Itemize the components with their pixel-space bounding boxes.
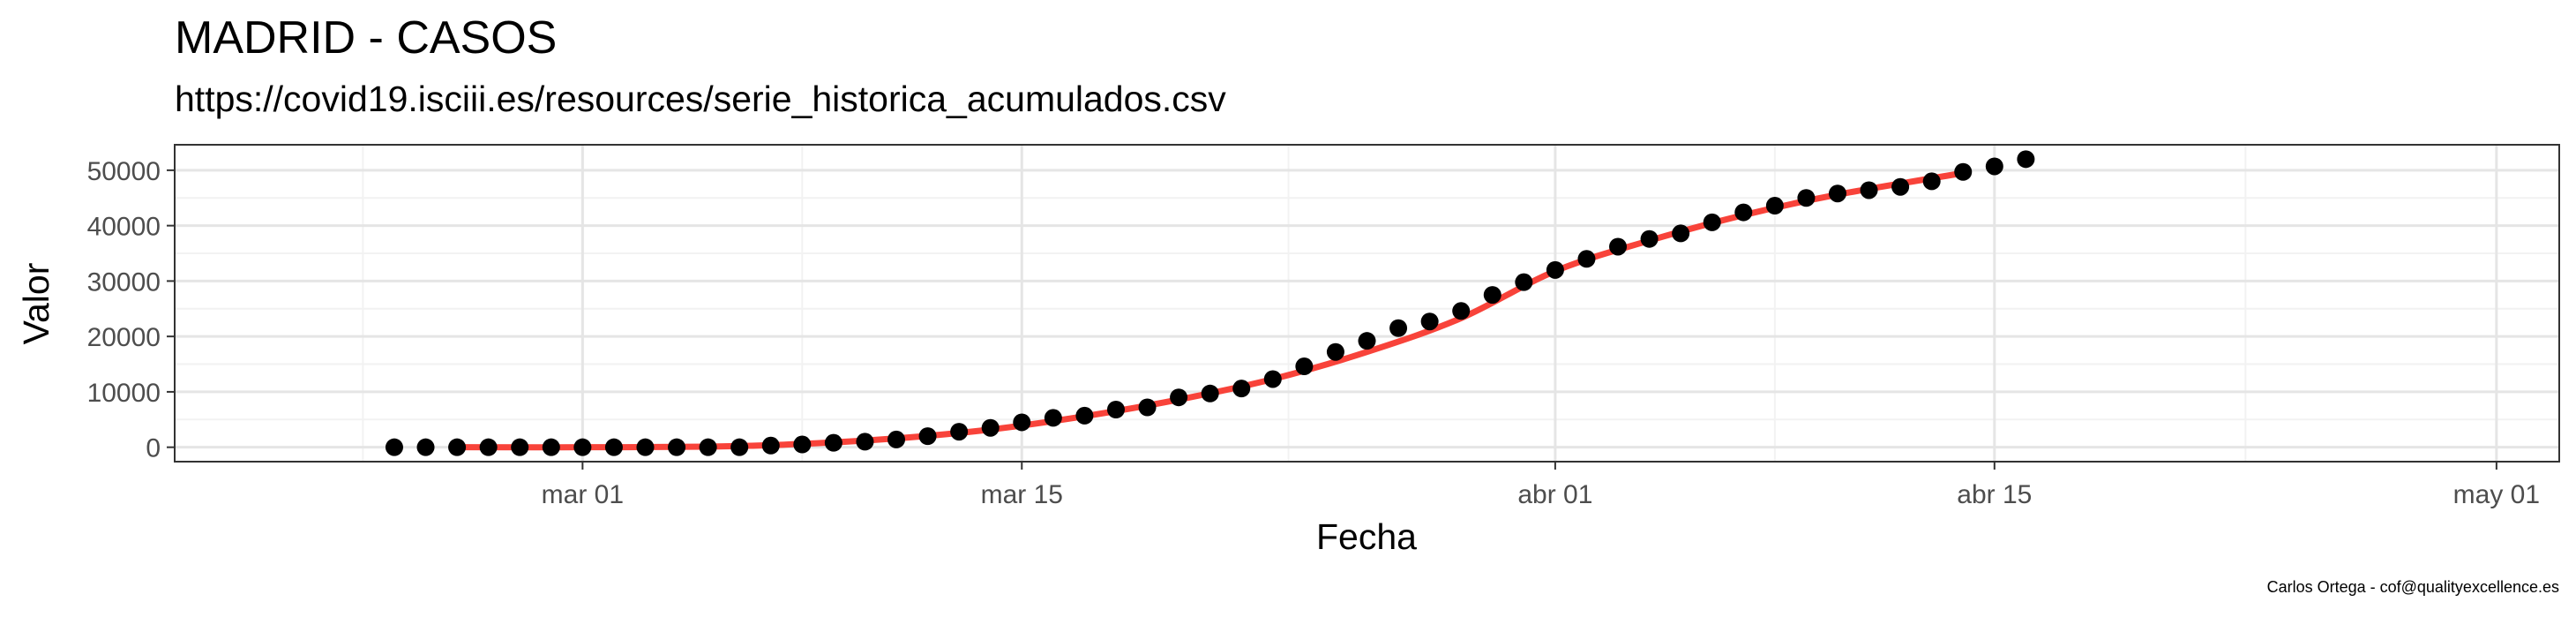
y-tick-label: 0 xyxy=(146,434,161,463)
data-point xyxy=(1201,384,1219,403)
data-point xyxy=(668,438,686,456)
data-point xyxy=(1138,398,1157,417)
y-tick-label: 20000 xyxy=(87,323,161,352)
data-point xyxy=(730,438,749,456)
data-point xyxy=(1577,250,1596,268)
data-point xyxy=(1295,357,1314,376)
x-tick-label: may 01 xyxy=(2453,480,2540,509)
x-axis: mar 01 mar 15 abr 01 abr 15 may 01 xyxy=(542,462,2540,509)
data-point xyxy=(1703,213,1721,231)
data-point xyxy=(511,438,529,456)
data-point xyxy=(1672,224,1690,243)
data-point xyxy=(918,427,937,446)
data-point xyxy=(1985,157,2003,176)
panel-border xyxy=(174,144,2560,463)
data-point xyxy=(1106,401,1125,419)
data-point xyxy=(1232,380,1251,398)
data-point xyxy=(636,438,655,456)
chart-title: MADRID - CASOS xyxy=(175,12,557,64)
data-point xyxy=(1013,413,1031,432)
data-point xyxy=(1797,189,1816,207)
data-point xyxy=(1326,342,1344,361)
data-point xyxy=(604,438,623,456)
x-tick-label: mar 01 xyxy=(542,480,624,509)
x-tick-label: mar 15 xyxy=(981,480,1063,509)
data-point xyxy=(887,430,906,448)
data-point xyxy=(1263,370,1282,388)
points-layer xyxy=(385,150,2035,456)
chart-subtitle: https://covid19.isciii.es/resources/seri… xyxy=(175,79,1226,119)
data-point xyxy=(856,433,874,451)
data-point xyxy=(981,418,1000,437)
data-point xyxy=(1922,172,1941,191)
data-point xyxy=(1389,319,1408,337)
data-point xyxy=(542,438,560,456)
data-point xyxy=(448,438,467,456)
data-point xyxy=(761,436,780,455)
y-axis-title: Valor xyxy=(16,263,56,345)
data-point xyxy=(1452,302,1471,320)
data-point xyxy=(1358,332,1376,350)
grid-minor xyxy=(175,145,2559,462)
data-point xyxy=(2017,150,2035,169)
data-point xyxy=(950,423,969,441)
data-point xyxy=(1515,273,1533,291)
caption: Carlos Ortega - cof@qualityexcellence.es xyxy=(2267,578,2559,596)
data-point xyxy=(573,438,592,456)
data-point xyxy=(1891,177,1910,196)
data-point xyxy=(479,438,498,456)
data-point xyxy=(824,433,842,452)
y-axis: 0 10000 20000 30000 40000 50000 xyxy=(87,157,175,463)
data-point xyxy=(1420,312,1439,331)
y-tick-label: 10000 xyxy=(87,379,161,408)
data-point xyxy=(1640,229,1659,248)
data-point xyxy=(416,438,435,456)
data-point xyxy=(385,438,403,456)
x-tick-label: abr 15 xyxy=(1957,480,2032,509)
data-point xyxy=(1765,197,1784,215)
data-point xyxy=(1828,184,1846,203)
x-tick-label: abr 01 xyxy=(1517,480,1592,509)
y-tick-label: 40000 xyxy=(87,213,161,242)
data-point xyxy=(1954,162,1973,181)
data-point xyxy=(1546,260,1564,279)
data-point xyxy=(793,435,812,454)
data-point xyxy=(699,438,717,456)
data-point xyxy=(1860,181,1878,199)
data-point xyxy=(1044,409,1062,427)
data-point xyxy=(1483,286,1501,305)
plot-panel xyxy=(175,145,2559,462)
y-tick-label: 30000 xyxy=(87,267,161,297)
data-point xyxy=(1075,406,1094,425)
data-point xyxy=(1609,237,1628,256)
x-axis-title: Fecha xyxy=(1316,516,1417,557)
data-point xyxy=(1734,203,1753,222)
y-tick-label: 50000 xyxy=(87,157,161,186)
data-point xyxy=(1170,388,1188,407)
